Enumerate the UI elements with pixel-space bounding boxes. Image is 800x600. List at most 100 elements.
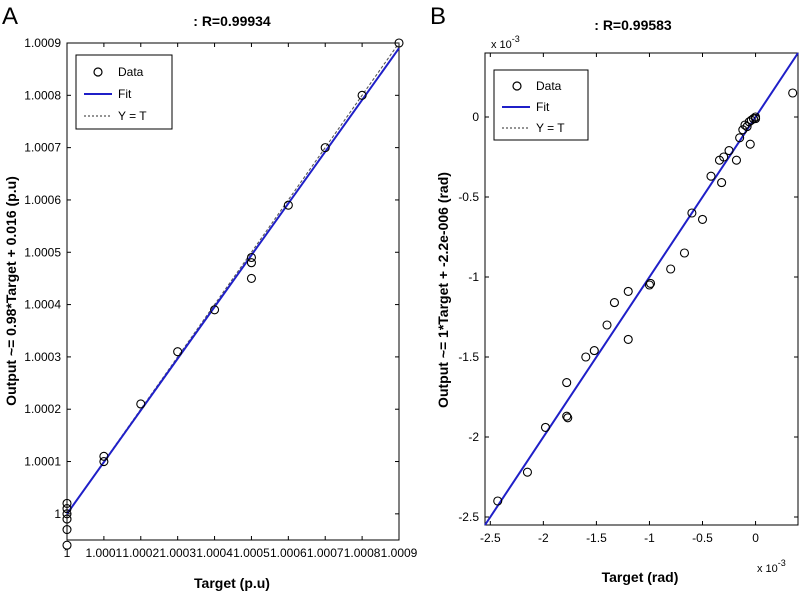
panel-b-legend-yt-label: Y = T <box>536 121 565 135</box>
panel-b-data-point <box>742 122 752 132</box>
panel-a-data-point <box>173 347 183 357</box>
panel-a-data-point <box>283 200 293 210</box>
panel-a-data-point <box>62 514 72 524</box>
panel-a-legend-data-marker <box>93 67 103 77</box>
panel-a-data-point <box>99 451 109 461</box>
panel-b-data-point <box>644 280 655 290</box>
panel-b-legend-data-marker <box>512 81 522 91</box>
panel-b-data-point <box>645 278 656 288</box>
panel-b-data-point <box>666 264 676 274</box>
panel-b-data-point <box>788 88 798 98</box>
panel-b-data-point <box>589 346 599 356</box>
panel-b-data-point <box>602 320 612 330</box>
panel-b-data-point <box>687 208 697 218</box>
panel-b-y-ticks: -2.5 -2 -1.5 -1 -0.5 0 <box>458 110 798 524</box>
panel-a-data-point <box>246 273 256 283</box>
panel-a-x-tick-label: 1.0004 <box>196 546 233 560</box>
panel-b-points <box>493 88 798 506</box>
panel-b-x-exponent: x 10-3 <box>757 558 786 575</box>
panel-a-x-tick-label: 1.0008 <box>344 546 381 560</box>
panel-a-legend: Data Fit Y = T <box>75 54 173 130</box>
panel-a-y-tick-label: 1 <box>54 507 61 521</box>
panel-a-data-point <box>62 524 72 535</box>
panel-b-data-point <box>581 352 591 362</box>
panel-a-points <box>62 38 404 550</box>
panel-a-y-ticks: 1 1.0001 1.0002 1.0003 1.0004 1.0005 1.0006 1.0… <box>24 36 399 521</box>
panel-a-x-tick-label: 1 <box>64 546 71 560</box>
panel-b-data-point <box>731 155 742 165</box>
panel-a-data-point <box>210 305 220 315</box>
panel-b-data-point <box>735 133 745 143</box>
panel-b-data-point <box>751 112 761 122</box>
panel-b-data-point <box>724 146 734 156</box>
panel-a-data-point <box>357 90 367 100</box>
panel-b-data-point <box>697 214 708 224</box>
panel-a-fit-line <box>66 47 400 515</box>
panel-b-data-point <box>623 334 633 344</box>
panel-a-x-tick-label: 1.0002 <box>122 546 159 560</box>
panel-b-y-tick-label: 0 <box>472 110 479 124</box>
panel-b-legend: Data Fit Y = T <box>493 69 589 141</box>
panel-a-data-point <box>62 509 72 519</box>
panel-b-data-point <box>706 171 716 181</box>
panel-a-title: : R=0.99934 <box>193 13 271 29</box>
panel-b-x-tick-label: -2.5 <box>480 531 501 545</box>
panel-b-x-tick-label: -1 <box>644 531 655 545</box>
panel-a-y-tick-label: 1.0008 <box>24 88 61 102</box>
panel-b-data-point <box>563 413 573 423</box>
panel-a-x-tick-label: 1.0005 <box>233 546 270 560</box>
panel-a-y-tick-label: 1.0007 <box>24 141 61 155</box>
panel-a-data-point <box>320 143 330 153</box>
panel-b-data-point <box>719 152 729 162</box>
panel-a-x-tick-label: 1.0007 <box>307 546 344 560</box>
panel-b-data-point <box>562 411 572 421</box>
panel-b-y-label: Output ~= 1*Target + -2.2e-006 (rad) <box>435 172 451 408</box>
panel-a-x-ticks: 1 1.0001 1.0002 1.0003 1.0004 1.0005 1.0006 1.0… <box>64 43 418 560</box>
panel-a-y-tick-label: 1.0002 <box>24 402 61 416</box>
panel-a-data-point <box>62 540 72 550</box>
panel-b-fit-line <box>484 52 799 526</box>
panel-a-x-tick-label: 1.0003 <box>159 546 196 560</box>
panel-a-x-tick-label: 1.0009 <box>381 546 418 560</box>
panel-b-data-point <box>540 422 551 432</box>
panel-b-data-point <box>679 248 690 258</box>
panel-a-y-tick-label: 1.0009 <box>24 36 61 50</box>
panel-b-x-label: Target (rad) <box>602 569 679 585</box>
panel-b-data-point <box>609 298 619 308</box>
panel-a-data-point <box>99 456 109 467</box>
panel-b-data-point <box>623 286 633 296</box>
panel-a-data-point <box>394 38 404 48</box>
panel-a-data-point <box>62 504 72 514</box>
panel-b-data-point <box>562 378 572 388</box>
panel-a-x-label: Target (p.u) <box>194 575 270 591</box>
panel-a-legend-data-label: Data <box>118 65 144 79</box>
panel-a-data-point <box>62 498 72 508</box>
panel-b-data-point <box>745 139 755 149</box>
panel-a-y-tick-label: 1.0001 <box>24 455 61 469</box>
panel-b-title: : R=0.99583 <box>594 17 672 33</box>
panel-a-y-tick-label: 1.0006 <box>24 193 61 207</box>
panel-b-legend-fit-label: Fit <box>536 100 550 114</box>
panel-b-y-tick-label: -1 <box>468 270 479 284</box>
panel-a-legend-yt-label: Y = T <box>118 109 147 123</box>
panel-b-y-tick-label: -0.5 <box>458 190 479 204</box>
panel-b-x-tick-label: -2 <box>538 531 549 545</box>
panel-a-legend-fit-label: Fit <box>118 87 132 101</box>
panel-a-x-tick-label: 1.0001 <box>86 546 123 560</box>
panel-a-x-tick-label: 1.0006 <box>270 546 307 560</box>
panel-a-data-point <box>246 252 256 263</box>
panel-b-y-tick-label: -2.5 <box>458 510 479 524</box>
panel-b-data-point <box>522 467 532 477</box>
panel-a-data-point <box>246 258 256 268</box>
panel-b-legend-data-label: Data <box>536 79 562 93</box>
panel-b-x-ticks: -2.5 -2 -1.5 -1 -0.5 0 <box>480 53 759 545</box>
panel-a-y-tick-label: 1.0003 <box>24 350 61 364</box>
panel-b-data-point <box>717 178 727 188</box>
panel-b-y-tick-label: -1.5 <box>458 350 479 364</box>
panel-b-letter: B <box>430 3 446 30</box>
panel-b-x-tick-label: 0 <box>752 531 759 545</box>
panel-a-y-tick-label: 1.0004 <box>24 298 61 312</box>
panel-a-letter: A <box>2 3 18 30</box>
panel-b-x-tick-label: -1.5 <box>586 531 607 545</box>
